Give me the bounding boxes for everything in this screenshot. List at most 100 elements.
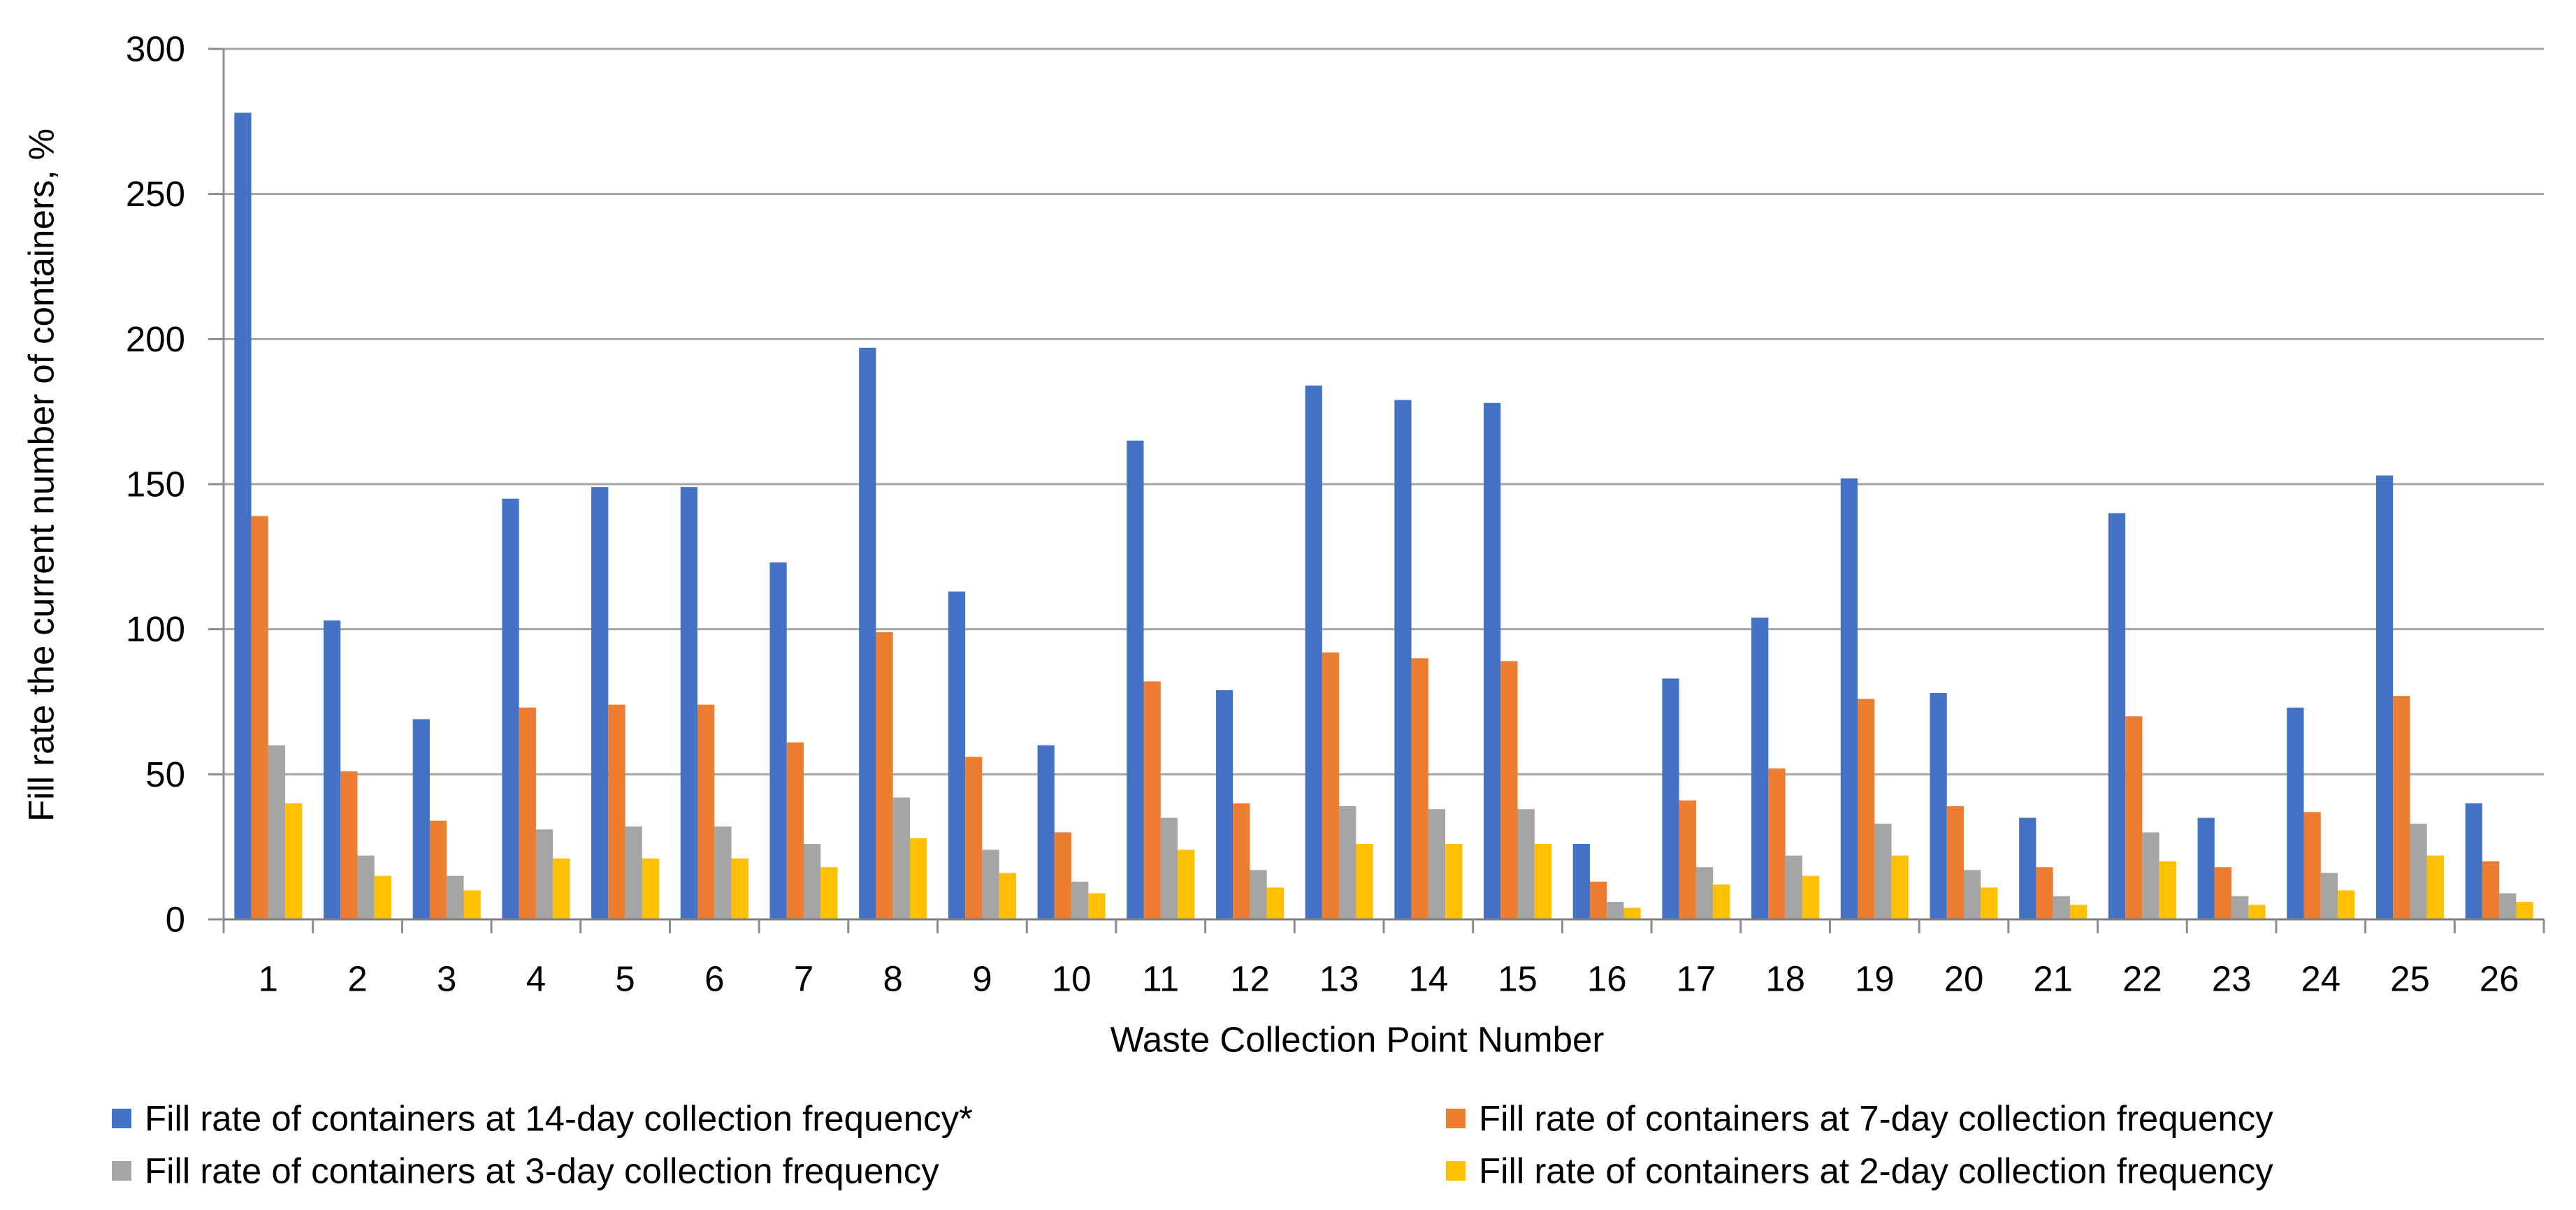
y-tick-label-100: 100 — [126, 609, 185, 649]
bar-s3-c6 — [714, 826, 732, 919]
x-tick-label-13: 13 — [1319, 959, 1359, 999]
bar-s3-c1 — [268, 745, 286, 919]
bar-s4-c18 — [1802, 875, 1820, 919]
x-tick-label-9: 9 — [972, 959, 992, 999]
bar-s3-c12 — [1250, 870, 1267, 919]
legend-item-4: Fill rate of containers at 2-day collect… — [1446, 1151, 2273, 1191]
bar-s4-c20 — [1981, 887, 1998, 919]
bar-s3-c11 — [1160, 817, 1178, 919]
legend-swatch-4 — [1446, 1161, 1466, 1181]
bar-s3-c21 — [2053, 896, 2070, 919]
bar-s4-c21 — [2069, 905, 2087, 919]
bar-s3-c4 — [535, 829, 553, 919]
bars — [234, 112, 2533, 920]
bar-s3-c17 — [1695, 867, 1714, 919]
bar-s3-c22 — [2142, 832, 2159, 919]
bar-s1-c16 — [1572, 844, 1590, 919]
y-tick-label-150: 150 — [126, 465, 185, 504]
legend-label-4: Fill rate of containers at 2-day collect… — [1479, 1151, 2273, 1191]
bar-s3-c19 — [1874, 823, 1892, 919]
bar-s3-c25 — [2410, 823, 2427, 919]
bar-s1-c18 — [1751, 618, 1769, 919]
x-tick-label-19: 19 — [1855, 959, 1895, 999]
bar-s3-c10 — [1071, 882, 1089, 919]
x-tick-label-18: 18 — [1765, 959, 1805, 999]
bar-s4-c10 — [1088, 893, 1106, 919]
x-tick-label-7: 7 — [794, 959, 813, 999]
x-tick-label-16: 16 — [1587, 959, 1627, 999]
bar-s3-c8 — [892, 797, 910, 919]
bar-s4-c25 — [2426, 855, 2444, 919]
bar-s1-c14 — [1394, 400, 1412, 919]
bar-s2-c16 — [1589, 882, 1607, 919]
legend-item-1: Fill rate of containers at 14-day collec… — [112, 1099, 973, 1139]
bar-s1-c9 — [948, 591, 966, 919]
bar-s1-c1 — [234, 112, 252, 920]
bar-s2-c24 — [2303, 812, 2321, 919]
bar-s4-c1 — [285, 803, 303, 919]
bar-s1-c11 — [1127, 440, 1144, 919]
bar-s1-c5 — [591, 487, 609, 919]
bar-s1-c4 — [502, 498, 519, 919]
bar-s2-c6 — [697, 704, 715, 919]
legend-label-3: Fill rate of containers at 3-day collect… — [145, 1151, 939, 1191]
bar-s3-c7 — [804, 844, 821, 919]
bar-s3-c3 — [447, 875, 464, 919]
bar-s3-c23 — [2231, 896, 2249, 919]
bar-s4-c8 — [909, 838, 927, 919]
bar-s3-c15 — [1517, 809, 1535, 919]
legend-swatch-1 — [112, 1109, 131, 1128]
bar-s2-c25 — [2393, 696, 2410, 919]
legend-item-2: Fill rate of containers at 7-day collect… — [1446, 1099, 2273, 1139]
bar-s2-c20 — [1946, 806, 1964, 919]
bar-s4-c6 — [731, 858, 748, 919]
gridlines — [224, 48, 2544, 775]
bar-s4-c23 — [2248, 905, 2266, 919]
y-tick-label-0: 0 — [166, 900, 185, 940]
bar-s2-c3 — [429, 820, 447, 919]
bar-s2-c8 — [876, 632, 893, 919]
x-tick-label-5: 5 — [615, 959, 635, 999]
bar-s3-c24 — [2320, 873, 2338, 919]
bar-s1-c17 — [1662, 678, 1679, 919]
bar-s4-c14 — [1445, 844, 1463, 919]
legend-swatch-3 — [112, 1161, 131, 1181]
bar-s4-c7 — [820, 867, 838, 919]
bar-s4-c26 — [2516, 902, 2533, 919]
x-tick-label-4: 4 — [526, 959, 546, 999]
bar-s3-c13 — [1339, 806, 1356, 919]
y-axis-title: Fill rate the current number of containe… — [22, 129, 61, 822]
x-tick-label-24: 24 — [2301, 959, 2340, 999]
x-tick-label-2: 2 — [347, 959, 367, 999]
x-tick-label-20: 20 — [1944, 959, 1984, 999]
bar-s2-c13 — [1322, 652, 1340, 919]
bar-s1-c7 — [769, 562, 787, 919]
bar-s2-c7 — [786, 742, 804, 919]
x-tick-label-12: 12 — [1230, 959, 1270, 999]
bar-s2-c11 — [1143, 681, 1161, 919]
y-tick-label-300: 300 — [126, 29, 185, 69]
bar-s4-c9 — [999, 873, 1016, 919]
bar-s1-c21 — [2019, 817, 2036, 919]
y-tick-label-250: 250 — [126, 174, 185, 214]
bar-s1-c20 — [1930, 693, 1947, 919]
x-tick-label-23: 23 — [2212, 959, 2252, 999]
bar-s1-c12 — [1215, 690, 1233, 919]
bar-s4-c24 — [2338, 890, 2355, 919]
bar-s1-c19 — [1840, 478, 1858, 919]
x-tick-label-1: 1 — [259, 959, 278, 999]
bar-s4-c13 — [1356, 844, 1373, 919]
bar-s3-c9 — [982, 850, 999, 919]
bar-s3-c20 — [1964, 870, 1981, 919]
bar-s4-c16 — [1623, 908, 1641, 919]
x-axis-title: Waste Collection Point Number — [1110, 1020, 1605, 1060]
bar-s1-c26 — [2465, 803, 2482, 919]
y-axis-ticks: 0 50 100 150 200 250 300 — [126, 29, 224, 940]
x-tick-label-3: 3 — [437, 959, 456, 999]
x-tick-label-17: 17 — [1677, 959, 1716, 999]
bar-s1-c24 — [2287, 707, 2304, 919]
x-tick-label-6: 6 — [704, 959, 724, 999]
bar-s1-c2 — [324, 620, 341, 919]
bar-s1-c10 — [1037, 745, 1055, 919]
